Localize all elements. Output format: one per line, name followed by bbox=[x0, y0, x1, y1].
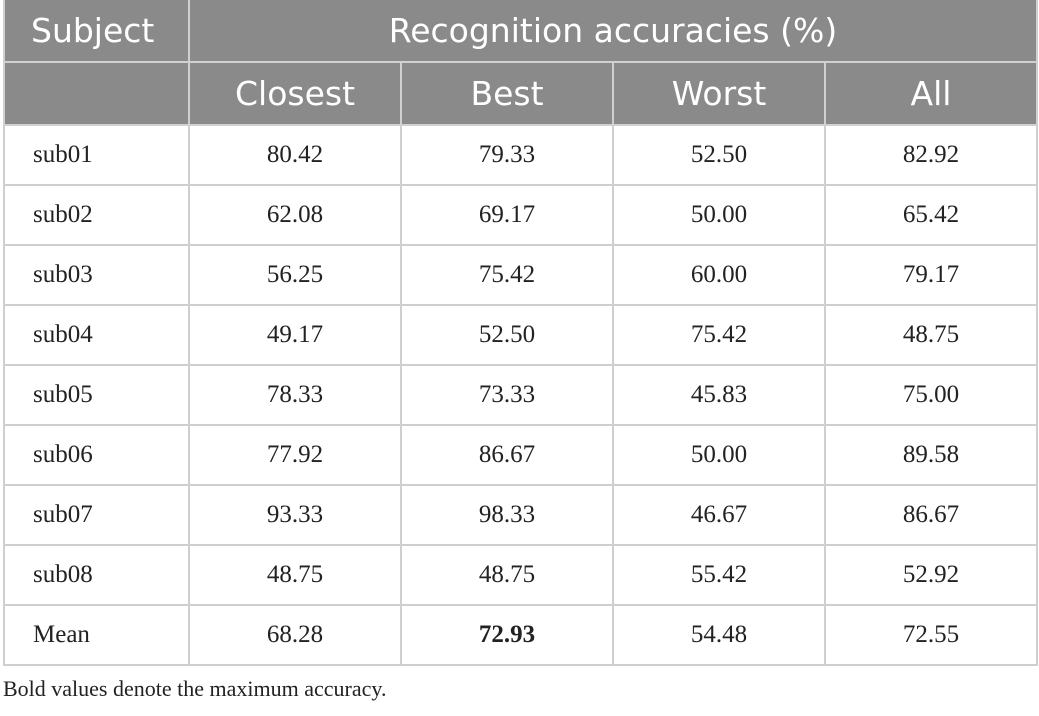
cell: 79.33 bbox=[400, 124, 614, 186]
cell: 45.83 bbox=[612, 364, 826, 426]
header-cell: Recognition accuracies (%) bbox=[188, 0, 1038, 63]
cell: 78.33 bbox=[188, 364, 402, 426]
cell: 69.17 bbox=[400, 184, 614, 246]
cell: 75.00 bbox=[824, 364, 1038, 426]
cell: 50.00 bbox=[612, 424, 826, 486]
header-cell: Subject bbox=[3, 0, 190, 63]
cell: 55.42 bbox=[612, 544, 826, 606]
cell: 98.33 bbox=[400, 484, 614, 546]
row-label: sub04 bbox=[3, 304, 190, 366]
cell: 65.42 bbox=[824, 184, 1038, 246]
row-label: sub01 bbox=[3, 124, 190, 186]
cell: 62.08 bbox=[188, 184, 402, 246]
row-label: sub07 bbox=[3, 484, 190, 546]
footnote: Bold values denote the maximum accuracy. bbox=[3, 676, 387, 701]
cell: 86.67 bbox=[824, 484, 1038, 546]
header-cell bbox=[3, 62, 190, 126]
row-label: sub03 bbox=[3, 244, 190, 306]
table-row: sub01 80.42 79.33 52.50 82.92 bbox=[3, 124, 1038, 186]
cell: 72.55 bbox=[824, 604, 1038, 666]
cell: 52.92 bbox=[824, 544, 1038, 606]
cell: 93.33 bbox=[188, 484, 402, 546]
cell: 75.42 bbox=[400, 244, 614, 306]
row-label: sub06 bbox=[3, 424, 190, 486]
table-row: sub03 56.25 75.42 60.00 79.17 bbox=[3, 244, 1038, 306]
table-row: sub06 77.92 86.67 50.00 89.58 bbox=[3, 424, 1038, 486]
cell: 86.67 bbox=[400, 424, 614, 486]
cell: 60.00 bbox=[612, 244, 826, 306]
cell: 48.75 bbox=[188, 544, 402, 606]
cell: 79.17 bbox=[824, 244, 1038, 306]
cell: 48.75 bbox=[824, 304, 1038, 366]
cell: 56.25 bbox=[188, 244, 402, 306]
table-row: sub05 78.33 73.33 45.83 75.00 bbox=[3, 364, 1038, 426]
table-row: sub02 62.08 69.17 50.00 65.42 bbox=[3, 184, 1038, 246]
header-cell: All bbox=[824, 62, 1038, 126]
cell: 48.75 bbox=[400, 544, 614, 606]
header-cell: Closest bbox=[188, 62, 402, 126]
results-table: Subject Recognition accuracies (%) Closes… bbox=[3, 0, 1038, 666]
table-row: Mean 68.28 72.93 54.48 72.55 bbox=[3, 604, 1038, 666]
row-label: sub02 bbox=[3, 184, 190, 246]
cell: 50.00 bbox=[612, 184, 826, 246]
cell: 72.93 bbox=[400, 604, 614, 666]
table-row: sub07 93.33 98.33 46.67 86.67 bbox=[3, 484, 1038, 546]
row-label: sub08 bbox=[3, 544, 190, 606]
table-row: sub04 49.17 52.50 75.42 48.75 bbox=[3, 304, 1038, 366]
header-cell: Best bbox=[400, 62, 614, 126]
row-label: sub05 bbox=[3, 364, 190, 426]
table-row: sub08 48.75 48.75 55.42 52.92 bbox=[3, 544, 1038, 606]
cell: 49.17 bbox=[188, 304, 402, 366]
cell: 80.42 bbox=[188, 124, 402, 186]
cell: 77.92 bbox=[188, 424, 402, 486]
cell: 75.42 bbox=[612, 304, 826, 366]
cell: 73.33 bbox=[400, 364, 614, 426]
cell: 54.48 bbox=[612, 604, 826, 666]
table-body: sub01 80.42 79.33 52.50 82.92 sub02 62.08 69.17… bbox=[3, 124, 1038, 666]
cell: 68.28 bbox=[188, 604, 402, 666]
cell: 89.58 bbox=[824, 424, 1038, 486]
header-cell: Worst bbox=[612, 62, 826, 126]
cell: 46.67 bbox=[612, 484, 826, 546]
row-label: Mean bbox=[3, 604, 190, 666]
cell: 52.50 bbox=[612, 124, 826, 186]
cell: 82.92 bbox=[824, 124, 1038, 186]
cell: 52.50 bbox=[400, 304, 614, 366]
